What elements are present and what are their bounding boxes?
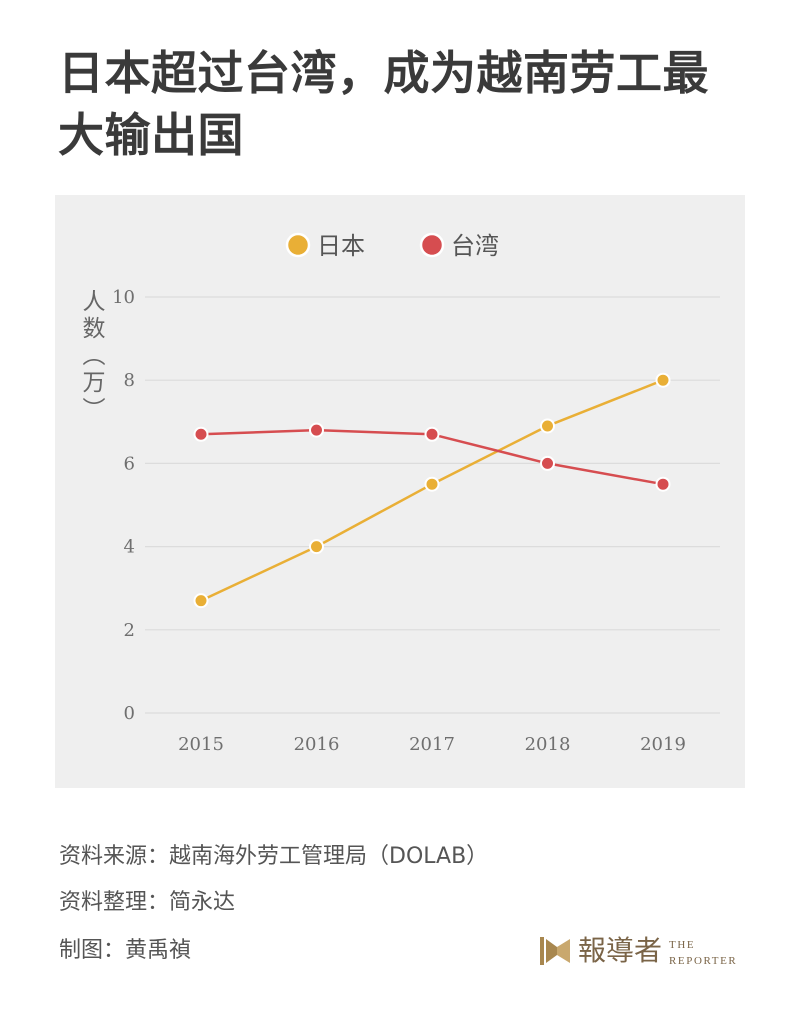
- y-axis-ticks: 0 2 4 6 8 10: [112, 287, 135, 724]
- data-point-taiwan: [655, 476, 671, 492]
- logo-name-zh: 報導者: [578, 934, 663, 967]
- series: [193, 372, 671, 609]
- line-chart: 日本 台湾 0 2 4 6 8 10 2015 2016 2017 2018 2019: [112, 232, 720, 755]
- x-tick-label: 2016: [294, 734, 340, 755]
- data-point-japan: [655, 372, 671, 388]
- data-point-japan: [193, 593, 209, 609]
- graphic-credit: 制图：黄禹禎: [59, 938, 192, 963]
- chart-panel: 日本 台湾 0 2 4 6 8 10 2015 2016 2017 2018 2019 人数（万）: [55, 195, 745, 788]
- compiled-by-credit: 资料整理：简永达: [59, 890, 236, 915]
- legend: 日本 台湾: [285, 232, 499, 260]
- x-tick-label: 2019: [640, 734, 686, 755]
- page-title: 日本超过台湾，成为越南劳工最大输出国: [58, 46, 709, 162]
- logo-name-en-line2: REPORTER: [669, 955, 738, 967]
- data-point-japan: [540, 418, 555, 434]
- legend-marker-taiwan: [419, 232, 445, 258]
- data-point-taiwan: [540, 455, 555, 471]
- y-tick-label: 10: [112, 287, 135, 308]
- legend-label-japan: 日本: [317, 232, 365, 260]
- data-point-taiwan: [193, 426, 209, 442]
- y-tick-label: 8: [124, 370, 135, 391]
- source-credit: 资料来源：越南海外劳工管理局（DOLAB）: [59, 844, 489, 869]
- x-axis-ticks: 2015 2016 2017 2018 2019: [178, 734, 686, 755]
- reporter-logo: 報導者 THE REPORTER: [540, 934, 746, 968]
- gridlines: [145, 296, 720, 714]
- y-tick-label: 2: [124, 620, 135, 641]
- x-tick-label: 2017: [409, 734, 455, 755]
- y-tick-label: 0: [124, 703, 135, 724]
- reporter-logo-icon: [540, 937, 570, 965]
- data-point-taiwan: [309, 422, 324, 438]
- logo-name-en-line1: THE: [669, 939, 696, 951]
- legend-label-taiwan: 台湾: [451, 232, 499, 260]
- y-tick-label: 6: [124, 453, 135, 474]
- data-point-japan: [424, 476, 440, 492]
- x-tick-label: 2015: [178, 734, 224, 755]
- y-axis-label: 人数（万）: [78, 289, 104, 424]
- data-point-japan: [309, 539, 324, 555]
- x-tick-label: 2018: [525, 734, 571, 755]
- legend-marker-japan: [285, 232, 311, 258]
- y-tick-label: 4: [124, 537, 135, 558]
- data-point-taiwan: [424, 426, 440, 442]
